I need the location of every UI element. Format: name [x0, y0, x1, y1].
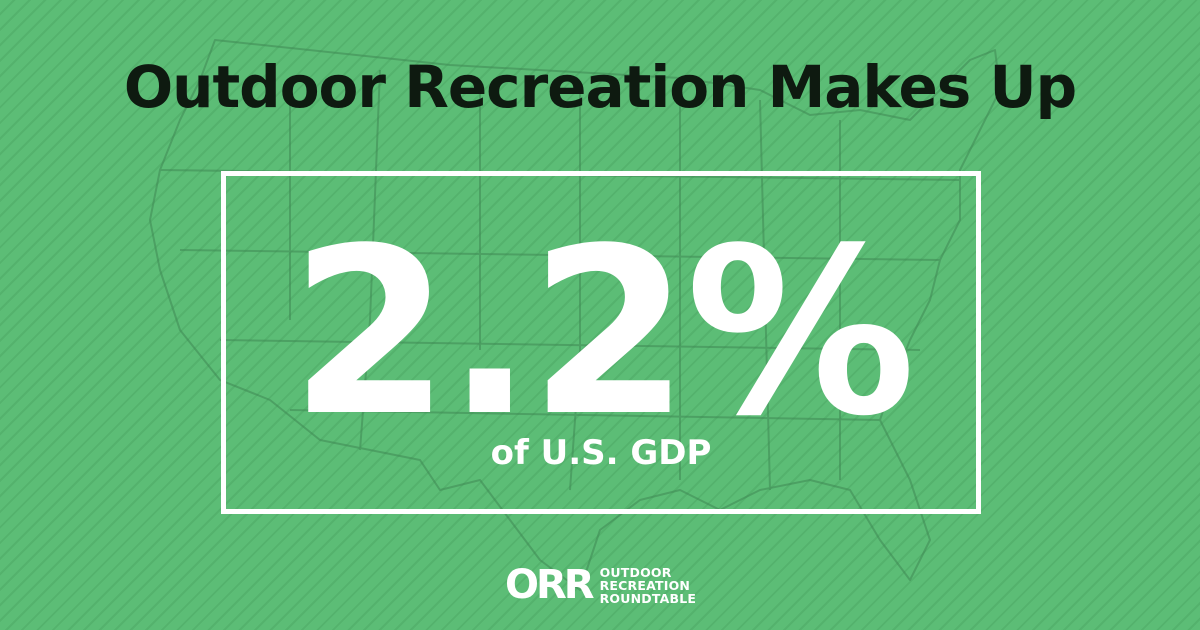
logo-line-3: ROUNDTABLE — [599, 590, 697, 606]
logo-mark: ORR — [505, 562, 595, 608]
stat-caption: of U.S. GDP — [490, 433, 712, 473]
logo-wordmark: OUTDOOR RECREATION ROUNDTABLE — [600, 566, 697, 605]
stat-value: 2.2% — [290, 200, 916, 467]
logo-line-1: OUTDOOR — [599, 564, 672, 580]
orr-logo: ORR OUTDOOR RECREATION ROUNDTABLE — [505, 560, 696, 610]
stat-box: 2.2% of U.S. GDP — [221, 171, 981, 514]
headline: Outdoor Recreation Makes Up — [123, 53, 1077, 121]
logo-line-2: RECREATION — [599, 577, 691, 593]
